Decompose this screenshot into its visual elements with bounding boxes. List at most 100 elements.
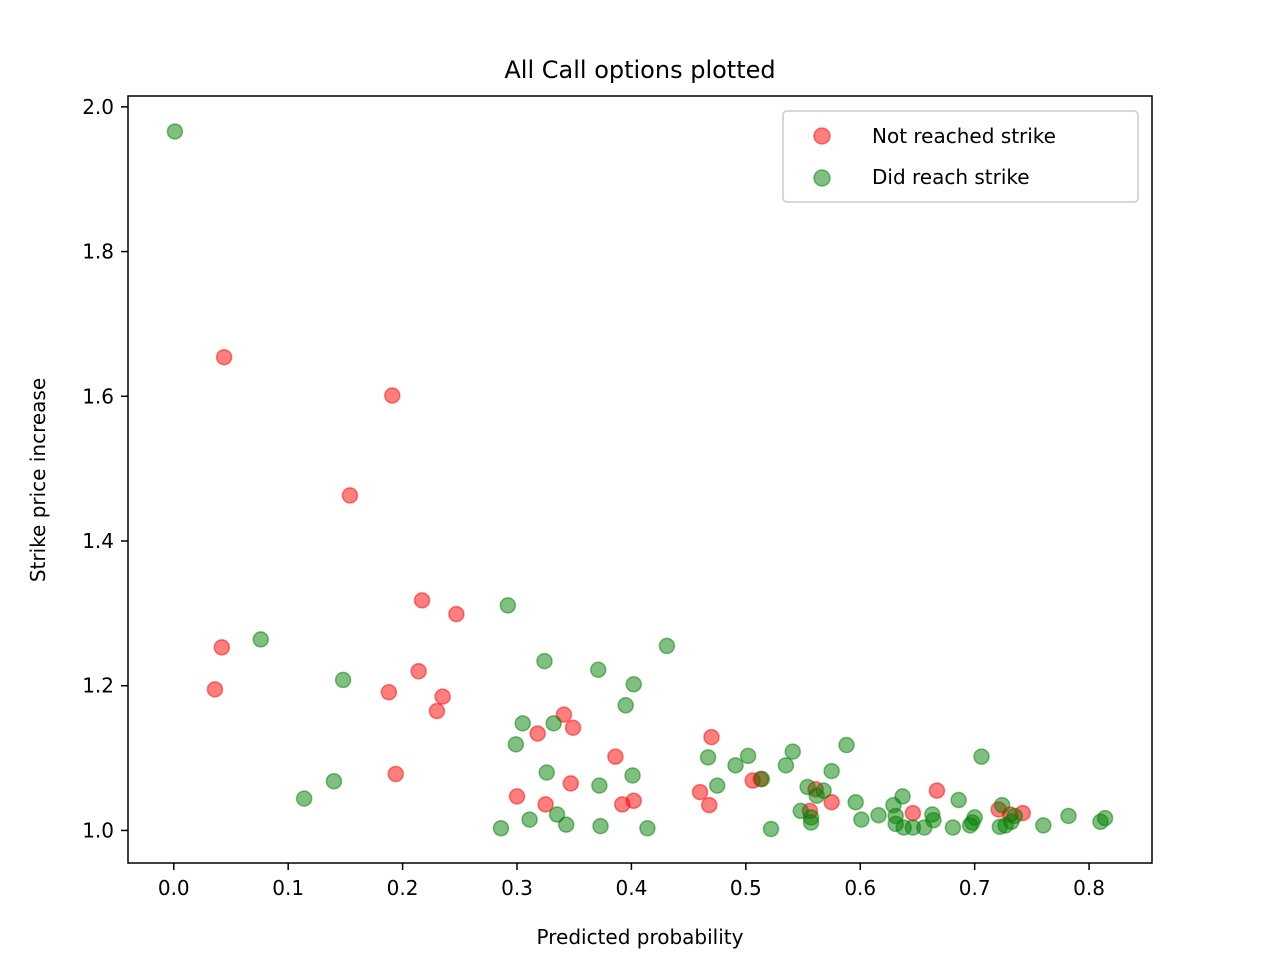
data-point-series-1 xyxy=(808,787,826,804)
data-point-series-1 xyxy=(589,661,607,679)
y-axis-label: Strike price increase xyxy=(26,378,50,582)
data-point-series-0 xyxy=(614,796,631,813)
data-point-series-1 xyxy=(753,770,771,788)
data-point-series-1 xyxy=(762,820,780,838)
x-tick-label: 0.6 xyxy=(844,876,876,900)
data-point-series-0 xyxy=(703,728,720,746)
data-point-series-0 xyxy=(410,663,427,680)
y-tick-label: 1.2 xyxy=(82,674,114,698)
data-point-series-1 xyxy=(658,637,676,655)
data-point-series-1 xyxy=(639,820,656,837)
data-point-series-1 xyxy=(838,736,855,754)
data-point-series-1 xyxy=(624,767,641,784)
y-tick-label: 1.8 xyxy=(82,240,114,264)
data-point-series-0 xyxy=(384,387,401,404)
legend-label-did-reach: Did reach strike xyxy=(872,165,1030,189)
plot-frame xyxy=(127,95,1153,864)
data-point-series-0 xyxy=(387,765,404,783)
data-point-series-0 xyxy=(564,719,582,736)
y-axis-ticks: 1.0 1.2 1.4 1.6 1.8 2.0 xyxy=(82,95,128,842)
x-tick-label: 0.0 xyxy=(158,876,190,900)
data-point-series-0 xyxy=(413,592,431,609)
x-axis-label: Predicted probability xyxy=(537,925,744,949)
data-point-series-1 xyxy=(870,806,887,824)
y-tick-label: 1.0 xyxy=(82,818,114,842)
data-point-series-1 xyxy=(591,777,608,794)
data-point-series-1 xyxy=(1035,817,1052,834)
data-point-series-1 xyxy=(514,715,531,732)
data-point-series-0 xyxy=(529,725,546,742)
data-point-series-0 xyxy=(380,683,398,701)
y-tick-label: 1.6 xyxy=(82,384,114,408)
data-point-series-0 xyxy=(823,793,840,811)
data-point-series-0 xyxy=(607,748,624,765)
x-tick-label: 0.4 xyxy=(616,876,648,900)
data-point-series-1 xyxy=(252,631,269,648)
legend: Not reached strike Did reach strike xyxy=(782,110,1139,203)
x-axis-ticks: 0.0 0.1 0.2 0.3 0.4 0.5 0.6 0.7 0.8 xyxy=(158,863,1105,900)
legend-label-not-reached: Not reached strike xyxy=(872,124,1056,148)
data-point-series-1 xyxy=(739,747,757,765)
x-tick-label: 0.3 xyxy=(501,876,533,900)
legend-marker-not-reached xyxy=(813,127,831,145)
data-point-series-1 xyxy=(1060,807,1077,825)
data-point-series-1 xyxy=(961,817,979,834)
data-point-series-1 xyxy=(993,796,1011,814)
data-point-series-1 xyxy=(499,597,517,614)
data-point-series-1 xyxy=(325,772,343,790)
legend-box xyxy=(782,110,1139,203)
data-point-series-1 xyxy=(334,671,352,689)
data-point-series-1 xyxy=(617,697,634,714)
data-point-series-1 xyxy=(592,817,609,835)
data-point-series-1 xyxy=(916,819,933,836)
data-point-series-1 xyxy=(1092,813,1109,831)
data-point-series-1 xyxy=(991,818,1009,836)
data-point-series-1 xyxy=(950,791,967,809)
data-point-series-0 xyxy=(448,605,465,623)
data-point-series-1 xyxy=(507,736,525,753)
data-point-series-0 xyxy=(904,804,922,822)
data-point-series-1 xyxy=(853,811,870,828)
x-tick-label: 0.7 xyxy=(959,876,991,900)
points-layer xyxy=(166,123,1114,838)
x-tick-label: 0.8 xyxy=(1073,876,1105,900)
data-point-series-0 xyxy=(700,796,718,814)
data-point-series-0 xyxy=(428,702,446,720)
chart-title: All Call options plotted xyxy=(504,56,775,84)
x-tick-label: 0.1 xyxy=(272,876,304,900)
x-tick-label: 0.2 xyxy=(387,876,419,900)
y-tick-label: 2.0 xyxy=(82,95,114,119)
data-point-series-0 xyxy=(508,788,526,805)
data-point-series-1 xyxy=(777,757,795,774)
y-tick-label: 1.4 xyxy=(82,529,114,553)
data-point-series-1 xyxy=(708,777,726,794)
data-point-series-1 xyxy=(847,793,864,811)
data-point-series-1 xyxy=(521,811,538,828)
data-point-series-1 xyxy=(536,652,553,670)
legend-marker-did-reach xyxy=(813,169,831,187)
data-point-series-0 xyxy=(562,775,580,792)
data-point-series-1 xyxy=(166,123,184,140)
data-point-series-0 xyxy=(691,783,709,801)
data-point-series-0 xyxy=(206,681,224,698)
data-point-series-1 xyxy=(784,743,801,760)
data-point-series-1 xyxy=(625,676,642,693)
data-point-series-1 xyxy=(944,819,962,836)
data-point-series-1 xyxy=(492,820,510,837)
data-point-series-0 xyxy=(215,348,233,366)
data-point-series-1 xyxy=(557,816,575,833)
data-point-series-0 xyxy=(537,796,554,813)
data-point-series-1 xyxy=(295,790,313,807)
data-point-series-0 xyxy=(213,639,231,656)
data-point-series-1 xyxy=(538,764,555,781)
data-point-series-1 xyxy=(545,715,562,732)
data-point-series-1 xyxy=(699,749,717,766)
data-point-series-1 xyxy=(823,762,840,780)
data-point-series-1 xyxy=(802,814,820,831)
data-point-series-1 xyxy=(548,806,566,823)
data-point-series-0 xyxy=(434,688,451,705)
data-point-series-1 xyxy=(727,757,744,774)
data-point-series-0 xyxy=(928,782,946,799)
data-point-series-1 xyxy=(973,748,990,765)
